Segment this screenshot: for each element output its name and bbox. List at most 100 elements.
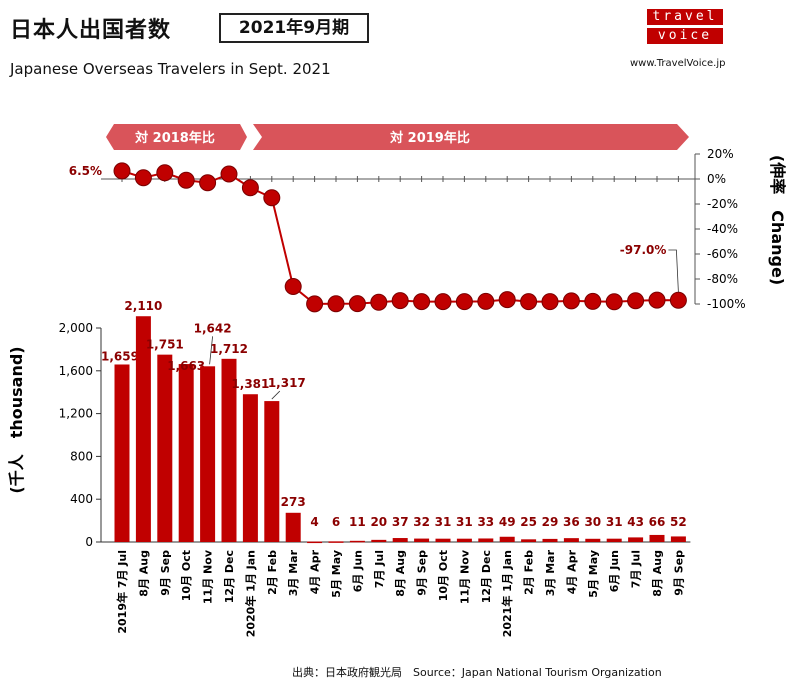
bar [563, 538, 579, 542]
change-point [241, 179, 259, 197]
bar [221, 358, 237, 542]
bar-value-label: 31 [606, 515, 623, 529]
line-y-tick-label: -40% [707, 222, 738, 236]
change-point [648, 291, 666, 309]
x-tick-label: 4月 Apr [309, 549, 322, 594]
bar [157, 354, 173, 542]
change-point [284, 278, 302, 295]
x-tick-label: 10月 Oct [437, 550, 450, 601]
line-y-tick-label: -100% [707, 297, 746, 311]
bar [542, 538, 558, 542]
x-tick-label: 2020年 1月 Jan [243, 550, 257, 637]
x-tick-label: 6月 Jun [351, 550, 364, 592]
bar-value-label: 1,317 [268, 376, 306, 390]
change-point [584, 292, 602, 310]
change-point [199, 174, 217, 192]
line-y-tick-label: -60% [707, 247, 738, 261]
bar [606, 538, 622, 542]
bar [114, 364, 130, 542]
x-tick-label: 10月 Oct [180, 550, 193, 601]
bar-y-tick-label: 1,600 [59, 364, 93, 378]
change-point [391, 292, 409, 310]
change-point [220, 165, 238, 183]
source-note: 出典：日本政府観光局 Source：Japan National Tourism… [292, 666, 662, 679]
bar-y-tick-label: 2,000 [59, 321, 93, 335]
change-point [263, 189, 281, 207]
change-point [370, 293, 388, 311]
change-point [348, 295, 366, 313]
change-annotation-first: 6.5% [69, 164, 102, 178]
bar [435, 538, 451, 542]
x-tick-label: 8月 Aug [651, 550, 664, 597]
x-tick-label: 2021年 1月 Jan [500, 550, 514, 637]
x-tick-label: 4月 Apr [565, 549, 578, 594]
change-point [627, 292, 645, 310]
x-tick-label: 9月 Sep [672, 550, 685, 596]
line-y-tick-label: 20% [707, 147, 734, 161]
period-badge: 2021年9月期 [219, 13, 369, 43]
x-tick-label: 11月 Nov [458, 549, 471, 604]
bar-value-label: 49 [499, 515, 516, 529]
bar [521, 539, 537, 542]
x-tick-label: 6月 Jun [608, 550, 621, 592]
banner-2019-label: 対 2019年比 [389, 130, 470, 146]
bar-value-label: 273 [281, 495, 306, 509]
x-tick-label: 7月 Jul [630, 550, 643, 588]
change-point [669, 291, 687, 309]
banner-2019 [253, 124, 689, 150]
change-point [434, 293, 452, 311]
bar [478, 538, 494, 542]
bar [649, 534, 665, 542]
change-point [306, 295, 324, 313]
change-point [113, 162, 131, 180]
annotation-leader [668, 249, 679, 293]
bar [264, 401, 280, 542]
logo-line-2: voice [647, 28, 723, 44]
bar-value-label: 66 [649, 515, 666, 529]
x-tick-label: 5月 May [587, 550, 600, 598]
bar-value-label: 1,381 [231, 377, 269, 391]
x-tick-label: 3月 Mar [287, 549, 300, 596]
change-point [156, 164, 174, 182]
x-tick-label: 5月 May [330, 550, 343, 598]
page-title: 日本人出国者数 [10, 18, 172, 43]
bar-value-label: 1,712 [210, 342, 248, 356]
bar [135, 316, 151, 542]
bar-value-label: 33 [477, 515, 494, 529]
bar [585, 538, 601, 542]
bar [328, 541, 344, 543]
x-tick-label: 8月 Aug [394, 550, 407, 597]
bar-value-label: 36 [563, 515, 580, 529]
bar-value-label: 20 [370, 515, 387, 529]
label-leader [209, 336, 213, 365]
bar-y-tick-label: 800 [70, 449, 93, 463]
bar [392, 538, 408, 542]
bar-value-label: 1,642 [194, 321, 232, 335]
change-point [327, 295, 345, 313]
line-y-tick-label: -80% [707, 272, 738, 286]
line-y-axis-label: (伸率 Change) [768, 155, 787, 285]
page-subtitle: Japanese Overseas Travelers in Sept. 202… [10, 60, 331, 78]
bar-y-axis-label: (千人 thousand) [7, 346, 26, 493]
bar [456, 538, 472, 542]
bar-value-label: 31 [435, 515, 452, 529]
travelvoice-logo: travel voice [647, 9, 723, 47]
bar-value-label: 11 [349, 515, 366, 529]
change-annotation-last: -97.0% [620, 243, 667, 257]
logo-line-1: travel [647, 9, 723, 25]
bar [499, 536, 515, 542]
bar-value-label: 1,659 [101, 349, 139, 363]
logo-url: www.TravelVoice.jp [630, 58, 726, 69]
label-leader [271, 390, 281, 400]
bar [242, 394, 258, 542]
x-tick-label: 7月 Jul [373, 550, 386, 588]
bar [285, 512, 301, 542]
bar-value-label: 32 [413, 515, 430, 529]
x-tick-label: 12月 Dec [480, 550, 493, 603]
x-tick-label: 11月 Nov [202, 549, 215, 604]
change-point [134, 169, 152, 187]
bar-value-label: 30 [584, 515, 601, 529]
bar [414, 538, 430, 542]
x-tick-label: 2019年 7月 Jul [115, 550, 129, 634]
